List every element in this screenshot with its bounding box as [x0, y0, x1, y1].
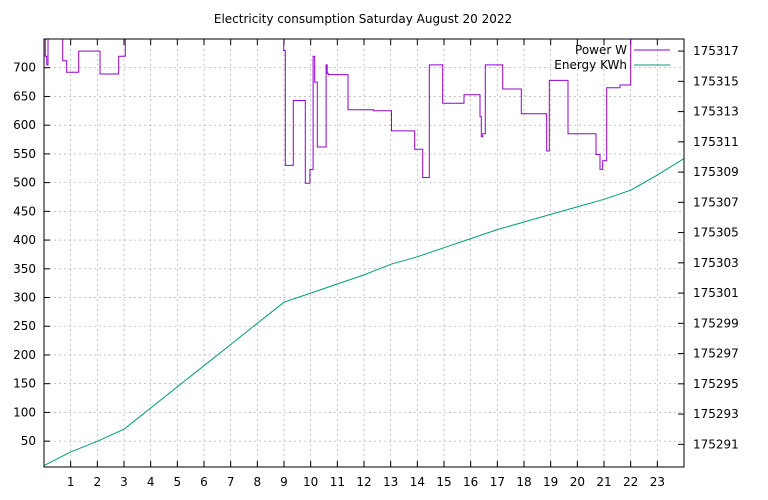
legend-label: Power W — [575, 43, 627, 57]
x-tick-label: 3 — [120, 475, 128, 489]
y2-tick-label: 175301 — [693, 286, 739, 300]
y2-tick-label: 175317 — [693, 44, 739, 58]
x-tick-label: 18 — [516, 475, 531, 489]
series-line-energy — [44, 158, 684, 466]
x-tick-label: 16 — [463, 475, 478, 489]
y2-tick-label: 175291 — [693, 437, 739, 451]
x-tick-label: 4 — [147, 475, 155, 489]
y2-tick-label: 175313 — [693, 105, 739, 119]
x-tick-label: 6 — [200, 475, 208, 489]
y2-tick-label: 175303 — [693, 256, 739, 270]
y2-tick-label: 175311 — [693, 135, 739, 149]
chart-title: Electricity consumption Saturday August … — [214, 12, 512, 26]
y2-tick-label: 175299 — [693, 316, 739, 330]
y2-tick-label: 175295 — [693, 377, 739, 391]
x-tick-label: 9 — [280, 475, 288, 489]
x-tick-label: 2 — [94, 475, 102, 489]
y-tick-label: 350 — [13, 262, 36, 276]
x-tick-label: 20 — [570, 475, 585, 489]
x-tick-label: 12 — [356, 475, 371, 489]
y-tick-label: 100 — [13, 405, 36, 419]
y-tick-label: 200 — [13, 348, 36, 362]
x-tick-label: 7 — [227, 475, 235, 489]
y-tick-label: 500 — [13, 176, 36, 190]
y-tick-label: 550 — [13, 147, 36, 161]
x-tick-label: 19 — [543, 475, 558, 489]
series-layer — [44, 39, 684, 466]
x-tick-label: 15 — [436, 475, 451, 489]
legend-label: Energy KWh — [554, 58, 627, 72]
plot-border — [43, 38, 685, 468]
x-tick-label: 5 — [174, 475, 182, 489]
x-tick-label: 13 — [383, 475, 398, 489]
x-tick-label: 1 — [67, 475, 75, 489]
x-tick-label: 22 — [623, 475, 638, 489]
y2-tick-label: 175305 — [693, 226, 739, 240]
y2-tick-label: 175315 — [693, 74, 739, 88]
x-tick-label: 11 — [330, 475, 345, 489]
y-tick-label: 400 — [13, 233, 36, 247]
y2-tick-label: 175309 — [693, 165, 739, 179]
y-tick-label: 600 — [13, 118, 36, 132]
y-tick-label: 250 — [13, 319, 36, 333]
y-axis-right: 175291 175293 175295 175297 175299 175301 1753… — [678, 44, 739, 451]
y2-tick-label: 175293 — [693, 407, 739, 421]
x-tick-label: 17 — [490, 475, 505, 489]
y2-tick-label: 175307 — [693, 195, 739, 209]
grid — [44, 39, 684, 467]
y-tick-label: 450 — [13, 204, 36, 218]
y-axis-left: 50 100 150 200 250 300 350 400 450 500 550 600 650 70… — [13, 61, 50, 448]
x-axis: 1 2 3 4 5 6 7 8 9 10 11 12 13 14 15 16 17 18 19 20 21 22 23 — [67, 39, 665, 489]
x-tick-label: 23 — [650, 475, 665, 489]
y2-tick-label: 175297 — [693, 347, 739, 361]
x-tick-label: 10 — [303, 475, 318, 489]
y-tick-label: 50 — [21, 434, 36, 448]
x-tick-label: 14 — [410, 475, 425, 489]
y-tick-label: 650 — [13, 89, 36, 103]
series-line-power — [44, 39, 684, 184]
y-tick-label: 300 — [13, 291, 36, 305]
x-tick-label: 8 — [254, 475, 262, 489]
y-tick-label: 150 — [13, 377, 36, 391]
x-tick-label: 21 — [596, 475, 611, 489]
y-tick-label: 700 — [13, 61, 36, 75]
